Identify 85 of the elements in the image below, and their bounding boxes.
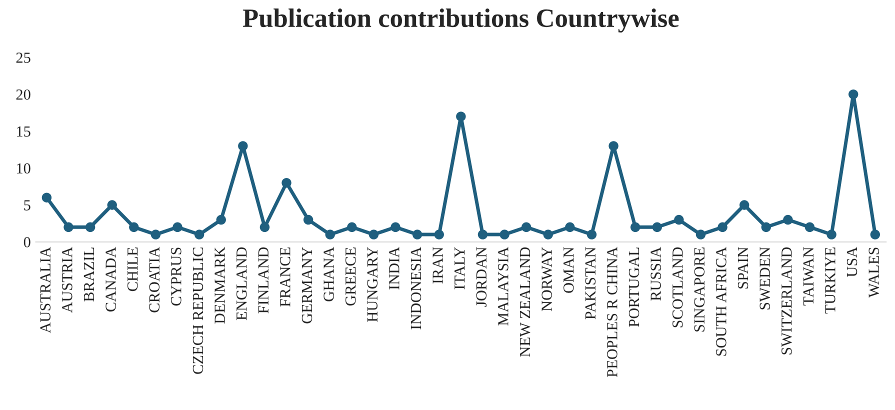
point: [303, 214, 314, 225]
x-tick-label: JORDAN: [476, 247, 487, 307]
point: [608, 141, 618, 151]
chart-title: Publication contributions Countrywise: [242, 8, 679, 33]
point: [238, 141, 248, 151]
point: [412, 230, 422, 240]
x-tick-label: ITALY: [454, 247, 465, 290]
x-tick-label: TURKIYE: [825, 248, 836, 314]
point: [783, 214, 793, 225]
x-tick-label: PEOPLES R CHINA: [607, 246, 618, 378]
point: [652, 222, 662, 232]
point: [42, 192, 52, 202]
y-tick-label: 20: [16, 89, 30, 100]
point: [739, 200, 750, 210]
point: [368, 230, 379, 240]
point: [718, 222, 728, 232]
point: [325, 230, 335, 240]
x-tick-label: CZECH REPUBLIC: [192, 248, 204, 374]
x-tick-label: WALES: [868, 248, 880, 298]
y-tick-label: 25: [16, 52, 30, 63]
x-tick-label: FINLAND: [258, 247, 268, 314]
x-tick-label: GERMANY: [302, 247, 312, 324]
point: [804, 222, 815, 232]
point: [64, 222, 74, 232]
point: [674, 214, 684, 225]
x-tick-label: HUNGARY: [367, 247, 378, 322]
point: [216, 214, 226, 225]
point: [543, 230, 553, 240]
point: [282, 178, 292, 188]
point: [500, 230, 510, 240]
x-tick-label: CYPRUS: [171, 248, 182, 306]
x-tick-label: NORWAY: [542, 247, 552, 312]
point: [478, 230, 488, 240]
x-tick-label: GHANA: [324, 246, 334, 302]
y-tick-label: 10: [17, 163, 30, 174]
point: [172, 222, 182, 232]
x-tick-label: SWITZERLAND: [782, 247, 792, 354]
y-tick-label: 0: [24, 237, 30, 248]
point: [848, 89, 858, 100]
x-tick-label: RUSSIA: [650, 246, 661, 301]
x-tick-label: CANADA: [106, 246, 116, 312]
point: [194, 230, 204, 240]
point: [150, 230, 161, 240]
x-tick-label: ENGLAND: [236, 247, 247, 320]
point: [347, 222, 357, 232]
x-tick-label: AUSTRALIA: [40, 246, 51, 334]
x-tick-label: PAKISTAN: [585, 247, 596, 320]
x-tick-label: CHILE: [127, 248, 138, 292]
x-tick-label: MALAYSIA: [498, 246, 508, 326]
x-tick-label: INDONESIA: [410, 246, 422, 330]
x-tick-label: AUSTRIA: [62, 246, 72, 313]
point: [260, 222, 270, 232]
y-tick-label: 5: [24, 200, 30, 210]
point: [85, 222, 96, 232]
point: [761, 222, 772, 232]
x-tick-label: NEW ZEALAND: [520, 247, 530, 357]
x-tick-label: GREECE: [345, 248, 356, 306]
x-tick-label: SINGAPORE: [694, 248, 705, 332]
point: [565, 222, 575, 232]
point: [696, 230, 706, 240]
x-tick-label: PORTUGAL: [628, 248, 640, 327]
x-tick-label: SWEDEN: [760, 247, 770, 310]
x-tick-label: OMAN: [563, 247, 574, 293]
x-tick-label: DENMARK: [214, 246, 225, 324]
point: [586, 230, 597, 240]
x-tick-label: SPAIN: [738, 247, 748, 288]
x-tick-label: SOUTH AFRICA: [716, 246, 726, 356]
x-tick-label: FRANCE: [280, 248, 290, 307]
point: [521, 222, 532, 232]
x-tick-label: SCOTLAND: [672, 247, 683, 328]
x-tick-label: USA: [846, 246, 858, 278]
x-tick-label: TAIWAN: [803, 247, 814, 306]
x-tick-label: BRAZIL: [84, 248, 94, 302]
point: [630, 222, 640, 232]
y-tick-label: 15: [17, 126, 30, 137]
x-tick-label: CROATIA: [149, 246, 160, 312]
x-tick-label: IRAN: [432, 247, 443, 284]
point: [870, 230, 880, 240]
x-tick-label: INDIA: [389, 246, 400, 290]
point: [107, 200, 117, 210]
point: [434, 230, 444, 240]
point: [826, 230, 836, 240]
point: [456, 112, 466, 122]
point: [129, 222, 139, 232]
point: [390, 222, 400, 232]
